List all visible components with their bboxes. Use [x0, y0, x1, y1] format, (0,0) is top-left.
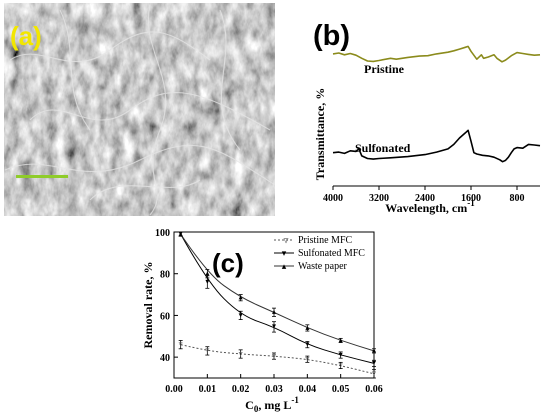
removal-x-tick-label: 0.01	[199, 384, 217, 395]
ftir-series	[332, 45, 541, 163]
panel-b: (b) Transmittance, % 4000 3200 2400 1600 800…	[313, 20, 541, 215]
ftir-x-tick-label: 800	[510, 193, 525, 204]
removal-y-tick-label: 100	[155, 228, 170, 239]
removal-y-tick-label: 80	[160, 270, 170, 281]
removal-y-tick-label: 60	[160, 311, 170, 322]
removal-x-tick-label: 0.06	[365, 384, 383, 395]
point-pristine: ▿	[272, 351, 276, 360]
point-sulfonated: ▾	[205, 277, 209, 286]
ftir-y-axis-label: Transmittance, %	[313, 88, 327, 180]
point-waste: ▴	[372, 346, 376, 355]
scale-bar	[16, 175, 68, 178]
removal-x-tick-label: 0.05	[332, 384, 350, 395]
point-waste: ▴	[272, 307, 276, 316]
point-pristine: ▿	[305, 354, 309, 363]
point-sulfonated: ▾	[272, 322, 276, 331]
series-waste: ▴ ▴ ▴ ▴ ▴ ▴ ▴	[179, 229, 376, 355]
line-pristine	[180, 344, 375, 375]
removal-x-axis-label-units: , mg L	[258, 398, 291, 412]
sem-fiber-ridges	[4, 4, 275, 216]
ftir-x-tick-label: 2400	[415, 193, 435, 204]
legend-label-waste: Waste paper	[298, 261, 348, 272]
series-label-sulfonated: Sulfonated	[355, 141, 411, 155]
legend-marker-pristine: ▿	[283, 235, 288, 246]
legend-label-sulfonated: Sulfonated MFC	[298, 248, 365, 259]
removal-y-axis-label: Removal rate, %	[141, 262, 155, 349]
ftir-x-tick-label: 1600	[461, 193, 481, 204]
removal-x-axis-label-main: C	[245, 398, 254, 412]
ftir-line-pristine	[332, 45, 541, 63]
removal-x-tick-label: 0.03	[265, 384, 283, 395]
panel-a-label: (a)	[10, 21, 42, 51]
point-sulfonated: ▾	[372, 358, 376, 367]
panel-b-label: (b)	[313, 20, 350, 52]
ftir-line-sulfonated	[332, 129, 541, 163]
point-waste: ▴	[305, 323, 309, 332]
removal-x-tick-label: 0.00	[165, 384, 183, 395]
point-pristine: ▿	[239, 349, 243, 358]
point-waste: ▴	[179, 229, 183, 238]
ftir-x-axis-label-exponent: -1	[467, 198, 475, 208]
point-pristine: ▿	[339, 360, 343, 369]
removal-axes-ticks: 0.00 0.01 0.02 0.03 0.04 0.05 0.06 40 60 80 100	[155, 228, 383, 395]
legend-label-pristine: Pristine MFC	[298, 235, 353, 246]
removal-x-tick-label: 0.04	[299, 384, 317, 395]
removal-x-axis-label-exponent: -1	[291, 395, 299, 405]
point-waste: ▴	[205, 269, 209, 278]
point-sulfonated: ▾	[239, 310, 243, 319]
sem-image-texture	[4, 3, 275, 216]
removal-x-axis-label-subscript: 0	[254, 404, 259, 414]
point-waste: ▴	[239, 293, 243, 302]
point-pristine: ▿	[372, 369, 376, 378]
panel-c: (c) Removal rate, % 0.00 0.01 0.02 0.03 0.04…	[141, 228, 383, 414]
panel-a: (a)	[4, 3, 275, 216]
legend-marker-waste: ▴	[282, 261, 287, 271]
removal-x-tick-label: 0.02	[232, 384, 250, 395]
ftir-x-tick-label: 3200	[369, 193, 389, 204]
legend-marker-sulfonated: ▾	[282, 248, 287, 258]
series-pristine: ▿ ▿ ▿ ▿ ▿ ▿ ▿	[179, 339, 376, 379]
point-pristine: ▿	[179, 339, 183, 348]
point-pristine: ▿	[205, 346, 209, 355]
point-waste: ▴	[339, 335, 343, 344]
ftir-x-tick-label: 4000	[323, 193, 343, 204]
point-sulfonated: ▾	[339, 350, 343, 359]
ftir-x-ticks: 4000 3200 2400 1600 800	[323, 186, 525, 204]
legend: ▿ Pristine MFC ▾ Sulfonated MFC ▴ Waste …	[274, 235, 365, 272]
ftir-x-axis-label-main: Wavelength, cm	[385, 201, 467, 215]
removal-series: ▿▿▿▿▿▿▿▾▾▾▾▾▾▾▴▴▴▴▴▴▴	[179, 229, 376, 379]
series-label-pristine: Pristine	[364, 62, 405, 76]
panel-c-label: (c)	[212, 248, 244, 278]
point-sulfonated: ▾	[305, 339, 309, 348]
removal-x-axis-label: C0, mg L-1	[245, 395, 299, 414]
removal-y-tick-label: 40	[160, 353, 170, 364]
ftir-x-axis-label: Wavelength, cm-1	[385, 198, 475, 215]
